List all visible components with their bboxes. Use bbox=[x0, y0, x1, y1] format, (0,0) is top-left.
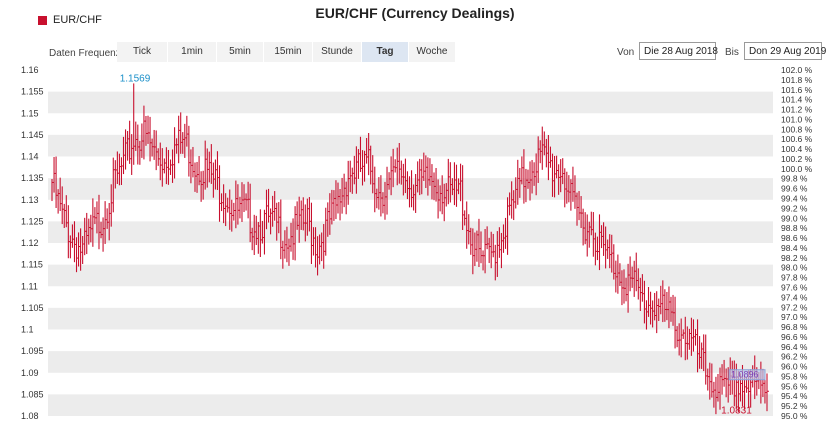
right-tick-label: 97.2 % bbox=[781, 302, 808, 312]
right-tick-label: 95.4 % bbox=[781, 391, 808, 401]
grid-band bbox=[48, 221, 773, 243]
right-tick-label: 99.8 % bbox=[781, 174, 808, 184]
y-tick-label: 1.16 bbox=[21, 65, 39, 75]
frequency-label: Daten Frequenz bbox=[49, 48, 121, 59]
tab-woche[interactable]: Woche bbox=[409, 42, 455, 62]
last-value-label: 1.0896 bbox=[731, 370, 759, 380]
right-tick-label: 97.0 % bbox=[781, 312, 808, 322]
y-tick-label: 1.085 bbox=[21, 389, 44, 399]
right-tick-label: 95.8 % bbox=[781, 371, 808, 381]
right-tick-label: 96.4 % bbox=[781, 342, 808, 352]
y-tick-label: 1.105 bbox=[21, 303, 44, 313]
legend-swatch bbox=[38, 15, 47, 25]
right-tick-label: 100.8 % bbox=[781, 124, 813, 134]
right-tick-label: 96.6 % bbox=[781, 332, 808, 342]
tab-5min[interactable]: 5min bbox=[217, 42, 263, 62]
right-tick-label: 98.4 % bbox=[781, 243, 808, 253]
right-tick-label: 99.0 % bbox=[781, 213, 808, 223]
right-tick-label: 98.2 % bbox=[781, 253, 808, 263]
y-tick-label: 1.145 bbox=[21, 130, 44, 140]
tab-1min[interactable]: 1min bbox=[168, 42, 216, 62]
right-tick-label: 98.6 % bbox=[781, 233, 808, 243]
right-tick-label: 101.6 % bbox=[781, 85, 813, 95]
y-tick-label: 1.115 bbox=[21, 260, 43, 270]
y-tick-label: 1.11 bbox=[21, 281, 38, 291]
y-tick-label: 1.09 bbox=[21, 368, 39, 378]
grid-band bbox=[48, 351, 773, 373]
right-tick-label: 98.0 % bbox=[781, 263, 808, 273]
max-value-label: 1.1569 bbox=[120, 73, 151, 84]
right-tick-label: 99.4 % bbox=[781, 194, 808, 204]
right-tick-label: 97.8 % bbox=[781, 273, 808, 283]
right-tick-label: 97.6 % bbox=[781, 282, 808, 292]
right-tick-label: 101.0 % bbox=[781, 114, 813, 124]
right-tick-label: 101.4 % bbox=[781, 95, 813, 105]
to-label: Bis bbox=[725, 47, 739, 58]
legend: EUR/CHF bbox=[38, 14, 102, 26]
frequency-tabs: Tick 1min 5min 15min Stunde Tag Woche bbox=[117, 42, 456, 62]
right-tick-label: 99.6 % bbox=[781, 184, 808, 194]
tab-tick[interactable]: Tick bbox=[117, 42, 167, 62]
from-date-input[interactable]: Die 28 Aug 2018 bbox=[639, 42, 718, 60]
y-tick-label: 1.15 bbox=[21, 108, 39, 118]
y-tick-label: 1.12 bbox=[21, 238, 39, 248]
grid-band bbox=[48, 307, 773, 330]
grid-band bbox=[48, 394, 773, 416]
right-tick-label: 100.2 % bbox=[781, 154, 813, 164]
min-value-label: 1.0831 bbox=[721, 406, 752, 417]
right-tick-label: 96.8 % bbox=[781, 322, 808, 332]
grid-band bbox=[48, 91, 773, 114]
right-tick-label: 98.8 % bbox=[781, 223, 808, 233]
y-tick-label: 1.13 bbox=[21, 195, 39, 205]
from-label: Von bbox=[617, 47, 635, 58]
right-tick-label: 96.0 % bbox=[781, 362, 808, 372]
right-tick-label: 97.4 % bbox=[781, 292, 808, 302]
y-tick-label: 1.155 bbox=[21, 87, 44, 97]
y-tick-label: 1.095 bbox=[21, 346, 44, 356]
right-tick-label: 101.2 % bbox=[781, 105, 813, 115]
last-value-box bbox=[728, 369, 766, 381]
right-tick-label: 101.8 % bbox=[781, 75, 813, 85]
tab-tag[interactable]: Tag bbox=[362, 42, 408, 62]
grid-band bbox=[48, 264, 773, 287]
right-tick-label: 95.6 % bbox=[781, 381, 808, 391]
y-tick-label: 1.08 bbox=[21, 411, 39, 421]
y-tick-label: 1.125 bbox=[21, 216, 44, 226]
right-tick-label: 100.0 % bbox=[781, 164, 813, 174]
right-tick-label: 102.0 % bbox=[781, 65, 813, 75]
tab-15min[interactable]: 15min bbox=[264, 42, 312, 62]
right-tick-label: 99.2 % bbox=[781, 203, 808, 213]
grid-bands bbox=[48, 91, 773, 416]
grid-band bbox=[48, 134, 773, 157]
y-tick-label: 1.1 bbox=[21, 325, 34, 335]
right-tick-label: 96.2 % bbox=[781, 352, 808, 362]
right-tick-label: 95.2 % bbox=[781, 401, 808, 411]
legend-label: EUR/CHF bbox=[53, 14, 102, 26]
to-date-input[interactable]: Don 29 Aug 2019 bbox=[744, 42, 826, 60]
chart-title: EUR/CHF (Currency Dealings) bbox=[315, 5, 515, 21]
right-tick-label: 100.6 % bbox=[781, 134, 813, 144]
y-tick-label: 1.135 bbox=[21, 173, 44, 183]
right-axis: 102.0 %101.8 %101.6 %101.4 %101.2 %101.0… bbox=[781, 65, 813, 421]
right-tick-label: 100.4 % bbox=[781, 144, 813, 154]
tab-stunde[interactable]: Stunde bbox=[313, 42, 361, 62]
y-tick-label: 1.14 bbox=[21, 152, 39, 162]
annotations: 1.1569 1.0831 1.0896 bbox=[120, 73, 766, 417]
left-axis: 1.16 1.155 1.15 1.145 1.14 1.135 1.13 1.125 1.12… bbox=[21, 65, 44, 421]
right-tick-label: 95.0 % bbox=[781, 411, 808, 421]
